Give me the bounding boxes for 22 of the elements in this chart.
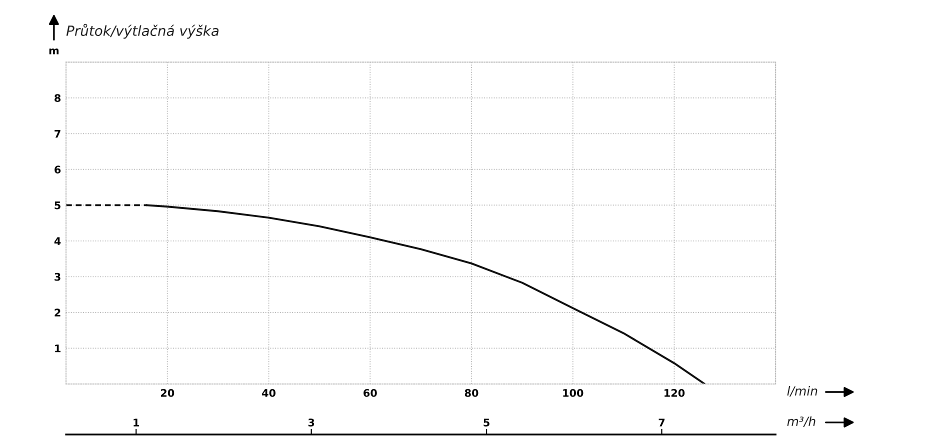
x2-axis-title: m³/h — [787, 416, 816, 428]
y-tick-label: 1 — [55, 344, 60, 352]
x-tick-label: 100 — [563, 389, 584, 397]
x-tick-label: 120 — [664, 389, 685, 397]
y-tick-label: 2 — [54, 308, 60, 316]
x2-tick-label: 3 — [308, 418, 314, 426]
y-tick-label: 3 — [54, 272, 60, 281]
x2-tick-label: 5 — [484, 418, 490, 426]
x-axis-title: l/min — [787, 386, 818, 397]
y-tick-label: 7 — [54, 130, 60, 138]
y-tick-label: 8 — [54, 94, 61, 102]
x-tick-label: 20 — [160, 389, 174, 397]
x-tick-label: 80 — [464, 389, 478, 397]
x-tick-label: 40 — [262, 389, 276, 397]
x2-tick-label: 1 — [134, 418, 140, 426]
y-tick-label: 6 — [54, 166, 61, 174]
chart-title: Průtok/výtlačná výška — [66, 24, 219, 39]
y-axis-title: m — [49, 48, 59, 54]
x-tick-label: 60 — [364, 389, 377, 397]
x2-tick-label: 7 — [658, 418, 665, 426]
y-tick-label: 5 — [54, 202, 60, 210]
y-tick-label: 4 — [54, 237, 61, 245]
